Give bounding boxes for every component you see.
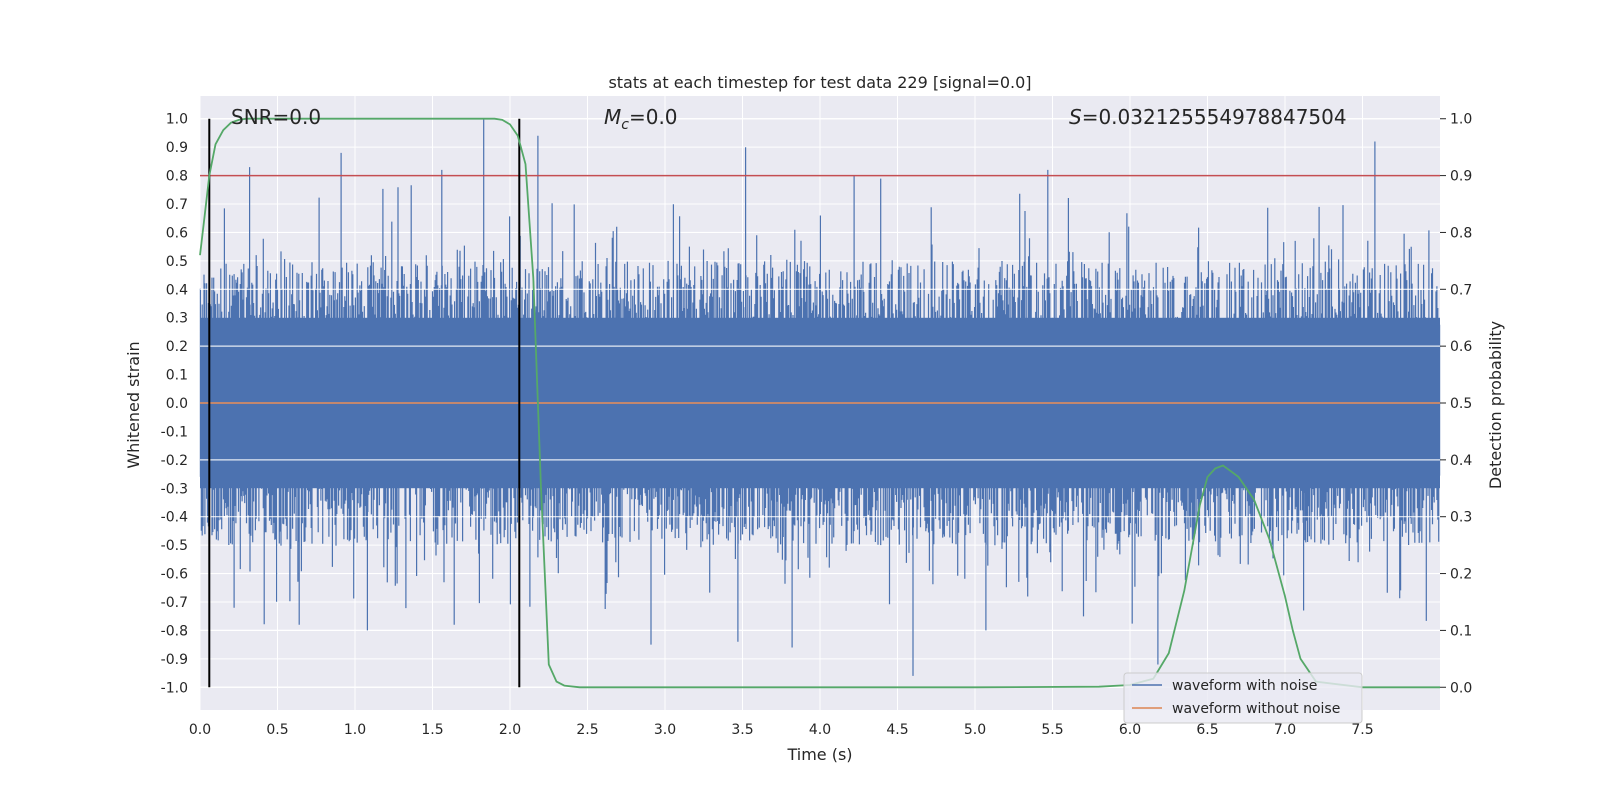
chirp-mass-value: =0.0: [629, 105, 678, 129]
series-line-detection-probability: [199, 117, 1440, 689]
y-tick-label: 0.7: [166, 197, 188, 213]
y-tick-label: 0.8: [166, 169, 188, 185]
y-tick-label: -0.3: [161, 481, 188, 497]
y-tick-label: -0.1: [161, 424, 188, 440]
x-tick-label: 3.5: [731, 722, 753, 738]
y2-tick-label: 0.0: [1450, 680, 1472, 696]
overlay-series: [199, 117, 1440, 689]
y2-tick-label: 0.1: [1450, 623, 1472, 639]
x-tick-label: 2.0: [499, 722, 521, 738]
y2-tick-label: 0.9: [1450, 169, 1472, 185]
x-tick-label: 4.0: [809, 722, 831, 738]
x-tick-label: 1.0: [344, 722, 366, 738]
x-tick-label: 6.5: [1196, 722, 1218, 738]
x-tick-label: 3.0: [654, 722, 676, 738]
legend: waveform with noise waveform without noi…: [1123, 672, 1363, 724]
y2-tick-label: 0.2: [1450, 567, 1472, 583]
y-tick-label: -0.2: [161, 453, 188, 469]
y-tick-label: -0.5: [161, 538, 188, 554]
y-tick-label: 1.0: [166, 112, 188, 128]
y-tick-label: -1.0: [161, 680, 188, 696]
x-tick-label: 7.5: [1351, 722, 1373, 738]
s-value: =0.032125554978847504: [1082, 105, 1347, 129]
y-tick-label: 0.6: [166, 225, 188, 241]
y-tick-label: -0.6: [161, 567, 188, 583]
x-tick-label: 6.0: [1119, 722, 1141, 738]
chirp-mass-subscript: c: [621, 117, 629, 133]
chirp-mass-symbol: M: [604, 105, 621, 129]
y-tick-label: -0.7: [161, 595, 188, 611]
y-tick-label: 0.5: [166, 254, 188, 270]
x-tick-label: 1.5: [421, 722, 443, 738]
legend-label-noise: waveform with noise: [1172, 678, 1317, 694]
x-tick-label: 7.0: [1274, 722, 1296, 738]
y-tick-label: -0.4: [161, 510, 188, 526]
x-tick-label: 4.5: [886, 722, 908, 738]
y2-tick-label: 0.6: [1450, 339, 1472, 355]
legend-box: [1123, 672, 1363, 724]
x-axis-label: Time (s): [786, 745, 852, 764]
snr-annotation: SNR=0.0: [231, 105, 321, 129]
chart-title: stats at each timestep for test data 229…: [608, 73, 1031, 92]
y2-tick-label: 0.5: [1450, 396, 1472, 412]
y2-tick-label: 0.7: [1450, 282, 1472, 298]
x-tick-label: 5.5: [1041, 722, 1063, 738]
axes: 0.0 0.5 1.0 1.5 2.0 2.5 3.0 3.5 4.0 4.5 5.0 5.5 6.0 6…: [161, 112, 1473, 738]
x-tick-label: 0.0: [189, 722, 211, 738]
x-tick-label: 0.5: [266, 722, 288, 738]
y-tick-label: 0.2: [166, 339, 188, 355]
chirp-mass-annotation: Mc=0.0: [604, 105, 678, 133]
y-tick-label: 0.0: [166, 396, 188, 412]
s-annotation: S=0.032125554978847504: [1069, 105, 1347, 129]
legend-label-clean: waveform without noise: [1172, 701, 1340, 717]
y-tick-label: 0.9: [166, 140, 188, 156]
y2-tick-label: 0.4: [1450, 453, 1472, 469]
y-tick-label: 0.1: [166, 368, 188, 384]
y2-axis-label: Detection probability: [1486, 321, 1505, 489]
y-tick-label: 0.3: [166, 311, 188, 327]
x-tick-label: 2.5: [576, 722, 598, 738]
y-axis-label: Whitened strain: [124, 341, 143, 468]
s-symbol: S: [1069, 105, 1082, 129]
y-tick-label: 0.4: [166, 282, 188, 298]
x-tick-label: 5.0: [964, 722, 986, 738]
y-tick-label: -0.8: [161, 623, 188, 639]
y2-tick-label: 1.0: [1450, 112, 1472, 128]
y2-tick-label: 0.8: [1450, 225, 1472, 241]
y2-tick-label: 0.3: [1450, 510, 1472, 526]
y-tick-label: -0.9: [161, 652, 188, 668]
